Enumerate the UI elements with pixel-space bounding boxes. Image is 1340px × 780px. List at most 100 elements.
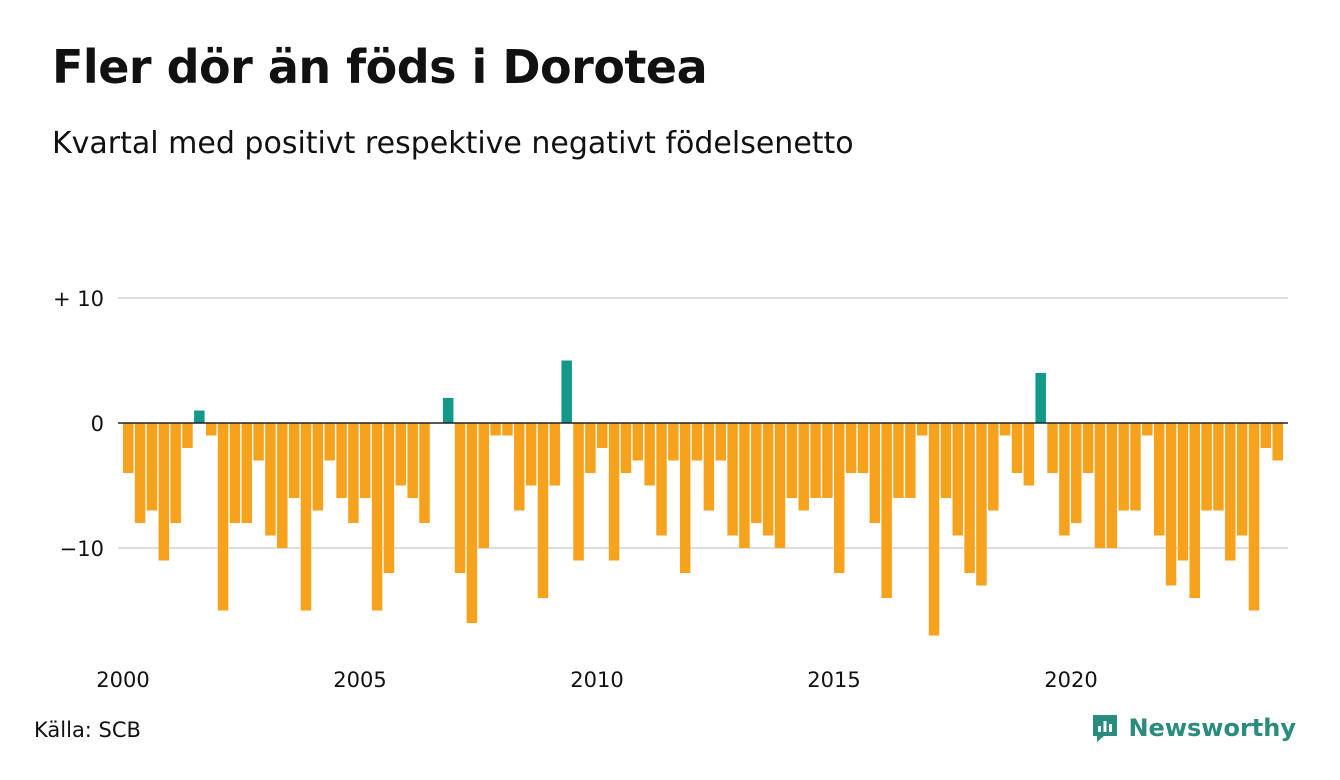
bar-negative bbox=[229, 423, 241, 523]
bar-negative bbox=[857, 423, 869, 473]
bar-negative bbox=[988, 423, 999, 511]
bar-negative bbox=[205, 423, 217, 436]
bar-negative bbox=[881, 423, 892, 598]
bar-negative bbox=[514, 423, 525, 511]
bar-negative bbox=[573, 423, 584, 561]
bar-negative bbox=[1213, 423, 1224, 511]
bar-negative bbox=[1248, 423, 1260, 611]
bar-positive bbox=[194, 410, 205, 423]
y-tick-label: 0 bbox=[91, 412, 104, 436]
bar-negative bbox=[1047, 423, 1058, 473]
bar-negative bbox=[253, 423, 264, 461]
bar-negative bbox=[679, 423, 691, 573]
bar-negative bbox=[976, 423, 987, 586]
bar-negative bbox=[585, 423, 596, 473]
bar-negative bbox=[1094, 423, 1106, 548]
bar-negative bbox=[383, 423, 395, 573]
bar-negative bbox=[348, 423, 359, 523]
bar-negative bbox=[502, 423, 513, 436]
bar-negative bbox=[324, 423, 335, 461]
bar-negative bbox=[1260, 423, 1272, 448]
bar-negative bbox=[834, 423, 845, 573]
bar-negative bbox=[928, 423, 940, 636]
bar-negative bbox=[158, 423, 170, 561]
bar-positive bbox=[442, 398, 454, 423]
bar-negative bbox=[727, 423, 738, 536]
bar-negative bbox=[703, 423, 715, 511]
bar-negative bbox=[1118, 423, 1129, 511]
chart-subtitle: Kvartal med positivt respektive negativt… bbox=[52, 126, 854, 161]
bar-negative bbox=[786, 423, 798, 498]
bar-negative bbox=[608, 423, 620, 561]
bar-negative bbox=[170, 423, 181, 523]
bar-negative bbox=[869, 423, 881, 523]
bar-negative bbox=[798, 423, 809, 511]
bar-negative bbox=[1225, 423, 1236, 561]
bar-negative bbox=[360, 423, 371, 498]
bar-negative bbox=[134, 423, 146, 523]
bar-negative bbox=[739, 423, 750, 548]
bar-negative bbox=[454, 423, 466, 573]
y-tick-label: −10 bbox=[60, 537, 104, 561]
bar-negative bbox=[466, 423, 478, 623]
bar-negative bbox=[549, 423, 561, 486]
chart-title: Fler dör än föds i Dorotea bbox=[52, 40, 708, 94]
bar-negative bbox=[1201, 423, 1212, 511]
brand-name: Newsworthy bbox=[1128, 714, 1296, 742]
bar-negative bbox=[940, 423, 952, 498]
bar-negative bbox=[490, 423, 501, 436]
bar-negative bbox=[312, 423, 324, 511]
bar-negative bbox=[774, 423, 786, 548]
bar-negative bbox=[1236, 423, 1248, 536]
bar-negative bbox=[1071, 423, 1082, 523]
bar-negative bbox=[1272, 423, 1283, 461]
bar-negative bbox=[300, 423, 312, 611]
bar-negative bbox=[810, 423, 821, 498]
bar-negative bbox=[336, 423, 347, 498]
x-tick-label: 2000 bbox=[96, 668, 149, 692]
bar-negative bbox=[1106, 423, 1118, 548]
bar-negative bbox=[537, 423, 549, 598]
bar-negative bbox=[916, 423, 928, 436]
bar-negative bbox=[999, 423, 1011, 436]
bar-negative bbox=[407, 423, 418, 498]
bar-negative bbox=[620, 423, 632, 473]
bar-negative bbox=[1023, 423, 1035, 486]
bar-negative bbox=[952, 423, 963, 536]
bar-negative bbox=[632, 423, 644, 461]
bar-positive bbox=[1035, 373, 1046, 423]
bar-negative bbox=[845, 423, 857, 473]
x-tick-label: 2005 bbox=[333, 668, 386, 692]
bar-negative bbox=[123, 423, 134, 473]
source-note: Källa: SCB bbox=[34, 718, 141, 742]
bar-negative bbox=[1082, 423, 1094, 473]
x-tick-label: 2015 bbox=[807, 668, 860, 692]
bar-negative bbox=[597, 423, 608, 448]
bar-negative bbox=[419, 423, 430, 523]
bar-negative bbox=[1189, 423, 1200, 598]
y-tick-label: + 10 bbox=[53, 287, 104, 311]
bar-negative bbox=[1011, 423, 1023, 473]
bar-negative bbox=[905, 423, 916, 498]
bar-negative bbox=[656, 423, 667, 536]
bar-negative bbox=[822, 423, 833, 498]
bar-negative bbox=[1059, 423, 1070, 536]
bar-negative bbox=[395, 423, 407, 486]
x-axis-labels: 2000 2005 2010 2015 2020 bbox=[96, 668, 1097, 692]
bar-negative bbox=[691, 423, 703, 461]
x-tick-label: 2010 bbox=[570, 668, 623, 692]
bar-negative bbox=[668, 423, 679, 461]
bar-negative bbox=[1177, 423, 1189, 561]
bar-negative bbox=[265, 423, 276, 536]
newsworthy-logo-icon bbox=[1093, 715, 1118, 742]
bar-negative bbox=[525, 423, 537, 486]
bar-negative bbox=[964, 423, 975, 573]
bar-negative bbox=[182, 423, 193, 448]
bar-positive bbox=[561, 360, 572, 423]
bar-negative bbox=[277, 423, 288, 548]
bar-negative bbox=[762, 423, 774, 536]
bar-negative bbox=[1165, 423, 1177, 586]
bar-negative bbox=[371, 423, 383, 611]
bar-negative bbox=[751, 423, 762, 523]
